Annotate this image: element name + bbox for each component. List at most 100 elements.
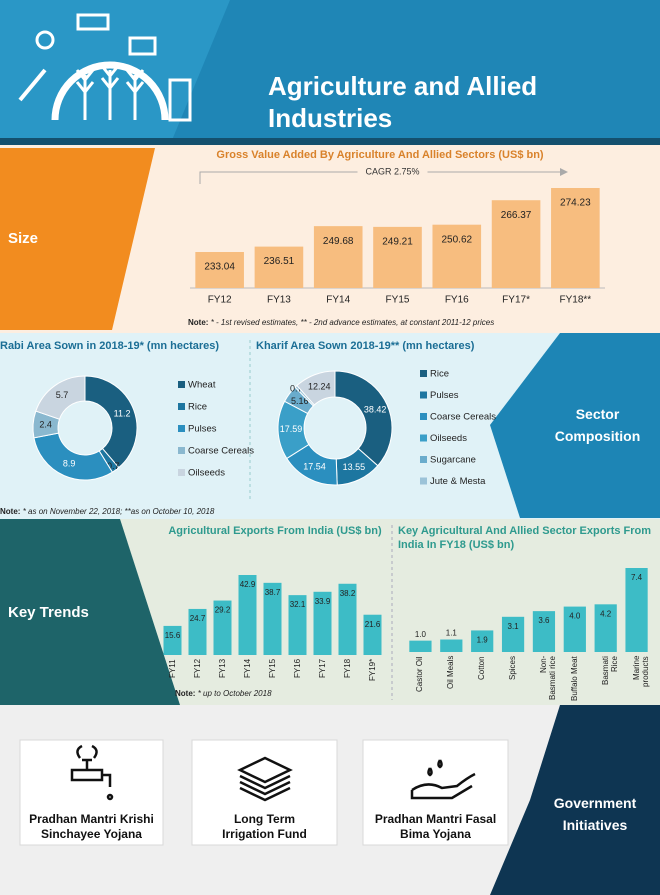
- chart-note: Note: * as on November 22, 2018; **as on…: [0, 507, 214, 516]
- bar: [288, 595, 307, 655]
- x-tick-label: FY17: [317, 659, 327, 679]
- data-label: 0.74: [290, 384, 308, 394]
- data-label: 7.4: [631, 573, 643, 582]
- data-label: 3.6: [538, 616, 550, 625]
- chart-title: Gross Value Added By Agriculture And All…: [216, 149, 544, 161]
- data-label: 32.1: [290, 600, 306, 609]
- legend-label: Wheat: [188, 380, 216, 391]
- legend-label: Pulses: [430, 390, 459, 401]
- data-label: 38.2: [340, 589, 356, 598]
- bar: [432, 224, 482, 288]
- donut-slice: [35, 375, 86, 420]
- note-text: * - 1st revised estimates, ** - 2nd adva…: [210, 318, 495, 327]
- size-panel: [0, 148, 155, 330]
- bar: [313, 591, 332, 655]
- data-label: 4.2: [600, 609, 612, 618]
- x-tick-label: Spices: [508, 656, 518, 681]
- data-label: 4.0: [569, 612, 581, 621]
- note-label: Note:: [188, 318, 209, 327]
- legend-label: Coarse Cereals: [188, 446, 254, 457]
- data-label: 266.37: [501, 210, 532, 221]
- bar: [373, 226, 422, 288]
- header-strip: [0, 138, 660, 145]
- bar: [254, 246, 304, 288]
- data-label: 21.6: [365, 620, 381, 629]
- data-label: 33.9: [315, 597, 331, 606]
- legend-label: Jute & Mesta: [430, 476, 486, 487]
- data-label: 249.68: [323, 236, 354, 247]
- legend-label: Oilseeds: [188, 468, 225, 479]
- bar: [532, 611, 556, 652]
- x-tick-label: Castor Oil: [415, 656, 425, 692]
- data-label: 11.2: [114, 409, 131, 419]
- data-label: 0.7: [107, 461, 120, 471]
- bar: [263, 582, 282, 655]
- data-label: 15.6: [165, 631, 181, 640]
- x-tick-label: Basmati Rice: [600, 656, 619, 685]
- section-label: Sector Composition: [554, 406, 641, 444]
- initiative-label: Pradhan Mantri Fasal Bima Yojana: [374, 812, 497, 841]
- data-label: 13.55: [343, 462, 366, 472]
- x-tick-label: FY18: [342, 659, 352, 679]
- header-icon: [18, 13, 192, 122]
- bar: [551, 188, 600, 288]
- page-title: Agriculture and Allied Industries: [268, 71, 538, 133]
- initiative-label: Long Term Irrigation Fund: [222, 812, 307, 841]
- chart-title: Key Agricultural And Allied Sector Expor…: [398, 525, 652, 551]
- data-label: 1.0: [415, 630, 427, 639]
- data-label: 5.16: [291, 396, 309, 406]
- bar: [238, 575, 257, 655]
- annotation: CAGR 2.75%: [365, 166, 419, 176]
- data-label: 42.9: [240, 580, 256, 589]
- data-label: 1.1: [446, 629, 458, 638]
- note-text: * up to October 2018: [197, 689, 272, 698]
- note-label: Note:: [175, 689, 196, 698]
- data-label: 12.24: [308, 381, 331, 391]
- x-tick-label: FY14: [326, 295, 350, 306]
- initiative-box: [19, 739, 164, 846]
- section-label: Key Trends: [8, 604, 89, 621]
- data-label: 250.62: [441, 234, 472, 245]
- data-label: 2.4: [39, 420, 52, 430]
- x-tick-label: FY13: [217, 659, 227, 679]
- annotation-box: [357, 165, 428, 179]
- bar: [563, 606, 586, 652]
- data-label: 17.54: [303, 461, 326, 471]
- x-tick-label: Marine products: [631, 656, 650, 687]
- initiative-icons: [70, 744, 476, 802]
- data-label: 38.42: [364, 404, 387, 414]
- bar: [338, 583, 357, 655]
- initiative-boxes: [19, 739, 509, 846]
- chart-title: Kharif Area Sown 2018-19** (mn hectares): [256, 340, 475, 352]
- x-tick-label: FY12: [208, 295, 232, 306]
- data-label: 233.04: [204, 262, 235, 273]
- chart-title: Agricultural Exports From India (US$ bn): [168, 525, 382, 537]
- bar: [440, 639, 463, 652]
- x-tick-label: FY14: [242, 659, 252, 679]
- legend-swatch: [420, 413, 427, 420]
- legend-swatch: [420, 456, 427, 463]
- data-label: 274.23: [560, 198, 591, 209]
- legend-swatch: [178, 447, 185, 454]
- x-tick-label: Oil Meals: [446, 656, 456, 690]
- x-tick-label: FY17*: [502, 295, 530, 306]
- data-label: 5.7: [56, 390, 69, 400]
- legend-swatch: [178, 381, 185, 388]
- x-tick-label: FY15: [267, 659, 277, 679]
- bar: [501, 616, 525, 652]
- x-tick-label: Cotton: [477, 656, 487, 680]
- note-text: * as on November 22, 2018; **as on Octob…: [22, 507, 215, 516]
- data-label: 24.7: [190, 614, 206, 623]
- legend-label: Sugarcane: [430, 455, 476, 466]
- chart-note: Note: * - 1st revised estimates, ** - 2n…: [188, 318, 494, 327]
- data-label: 17.59: [280, 424, 303, 434]
- note-label: Note:: [0, 507, 21, 516]
- section-label: Government Initiatives: [553, 795, 637, 833]
- initiative-label: Pradhan Mantri Krishi Sinchayee Yojana: [29, 812, 154, 841]
- bar: [195, 252, 244, 288]
- x-tick-label: FY16: [292, 659, 302, 679]
- legend-swatch: [178, 469, 185, 476]
- x-tick-label: FY19*: [367, 659, 377, 682]
- data-label: 249.21: [382, 237, 413, 248]
